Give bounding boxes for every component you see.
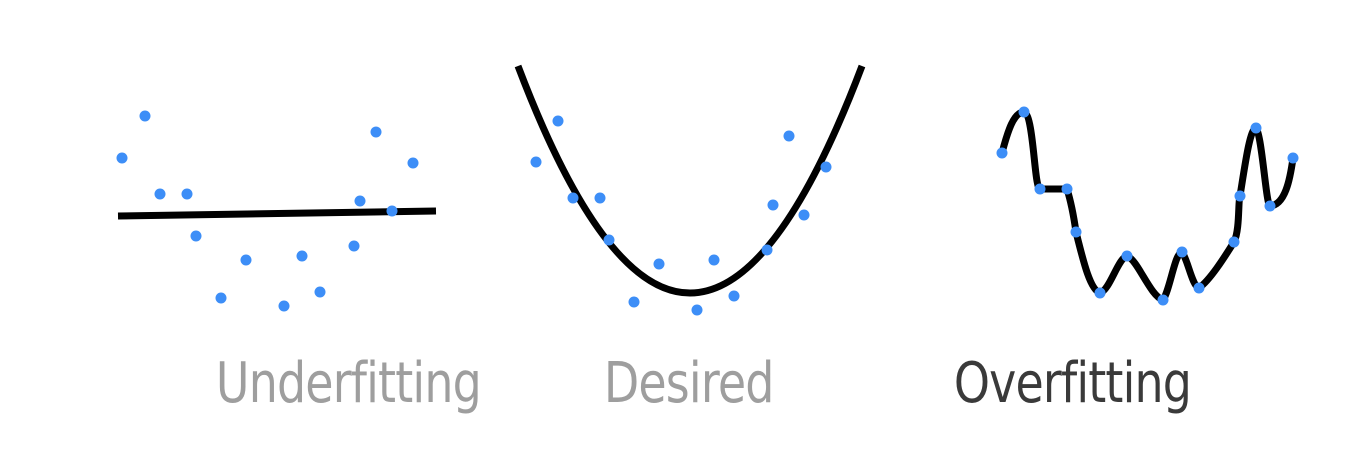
data-point [1250, 122, 1262, 134]
desired-label: Desired [604, 351, 774, 417]
data-point [767, 199, 779, 211]
data-point [1234, 190, 1246, 202]
underfit-line [117, 207, 437, 220]
data-point [1287, 152, 1299, 164]
desired-parabola [514, 64, 866, 297]
data-point [1264, 200, 1276, 212]
overfit-curve [998, 108, 1297, 304]
panel-overfitting: Overfitting [954, 106, 1299, 417]
data-point [296, 250, 308, 262]
data-point [386, 205, 398, 217]
data-point [653, 258, 665, 270]
data-point [240, 254, 252, 266]
data-point [1157, 294, 1169, 306]
data-point [1061, 183, 1073, 195]
data-point [1018, 106, 1030, 118]
data-point [370, 126, 382, 138]
data-point [628, 296, 640, 308]
data-point [603, 234, 615, 246]
data-point [530, 156, 542, 168]
data-point [783, 130, 795, 142]
data-point [348, 240, 360, 252]
data-point [761, 244, 773, 256]
data-point [1094, 287, 1106, 299]
panel-underfitting: Underfitting [116, 110, 482, 417]
data-point [190, 230, 202, 242]
data-point [708, 254, 720, 266]
data-point [354, 195, 366, 207]
data-point [996, 147, 1008, 159]
data-point [820, 161, 832, 173]
data-point [116, 152, 128, 164]
data-point [139, 110, 151, 122]
panel-desired: Desired [514, 64, 866, 417]
data-point [1121, 250, 1133, 262]
data-point [1034, 183, 1046, 195]
underfit-points [116, 110, 419, 312]
data-point [1193, 282, 1205, 294]
data-point [215, 292, 227, 304]
desired-points [530, 115, 832, 316]
data-point [728, 290, 740, 302]
data-point [1176, 246, 1188, 258]
data-point [798, 209, 810, 221]
data-point [1228, 236, 1240, 248]
data-point [567, 192, 579, 204]
data-point [181, 188, 193, 200]
data-point [154, 188, 166, 200]
data-point [691, 304, 703, 316]
data-point [407, 157, 419, 169]
overfit-points [996, 106, 1299, 306]
overfitting-label: Overfitting [954, 351, 1191, 417]
data-point [552, 115, 564, 127]
data-point [278, 300, 290, 312]
data-point [1070, 226, 1082, 238]
data-point [314, 286, 326, 298]
data-point [594, 192, 606, 204]
underfitting-label: Underfitting [216, 351, 481, 417]
